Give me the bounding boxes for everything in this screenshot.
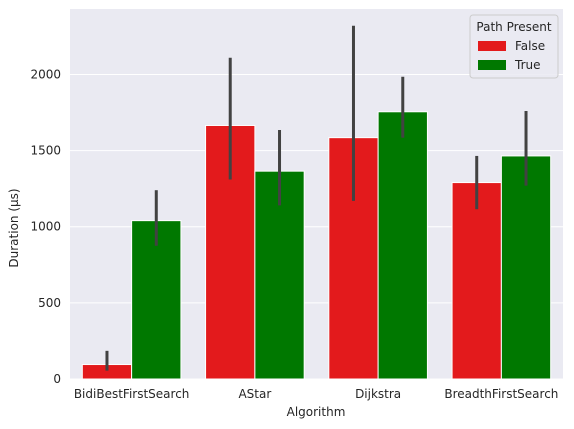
x-axis-ticks: BidiBestFirstSearch AStar Dijkstra BreadthF…	[74, 387, 559, 401]
bar-true-dijkstra	[377, 111, 428, 380]
y-axis-label: Duration (µs)	[7, 188, 21, 267]
y-tick-label: 2000	[30, 67, 61, 81]
bar-true-breadthfirstsearch	[500, 155, 552, 380]
legend-swatch-false	[478, 41, 506, 51]
error-bars	[105, 25, 528, 371]
legend: Path Present False True	[469, 14, 559, 79]
x-tick-label: AStar	[238, 387, 271, 401]
y-tick-label: 1000	[30, 220, 61, 234]
y-tick-label: 1500	[30, 144, 61, 158]
legend-items: False True	[478, 39, 545, 72]
x-tick-label: BidiBestFirstSearch	[74, 387, 190, 401]
bar-true-bidibestfirstsearch	[131, 220, 182, 380]
x-axis-label: Algorithm	[287, 405, 346, 419]
y-axis-ticks: 0 500 1000 1500 2000	[30, 67, 61, 386]
x-tick-label: Dijkstra	[355, 387, 401, 401]
bar-false-breadthfirstsearch	[451, 182, 502, 380]
legend-label-false: False	[515, 39, 545, 53]
legend-swatch-true	[478, 60, 506, 70]
y-tick-label: 0	[53, 372, 61, 386]
legend-title: Path Present	[476, 20, 551, 34]
y-tick-label: 500	[38, 296, 61, 310]
legend-label-true: True	[514, 58, 541, 72]
bar-true-astar	[254, 170, 305, 380]
x-tick-label: BreadthFirstSearch	[444, 387, 558, 401]
bars	[81, 111, 552, 380]
